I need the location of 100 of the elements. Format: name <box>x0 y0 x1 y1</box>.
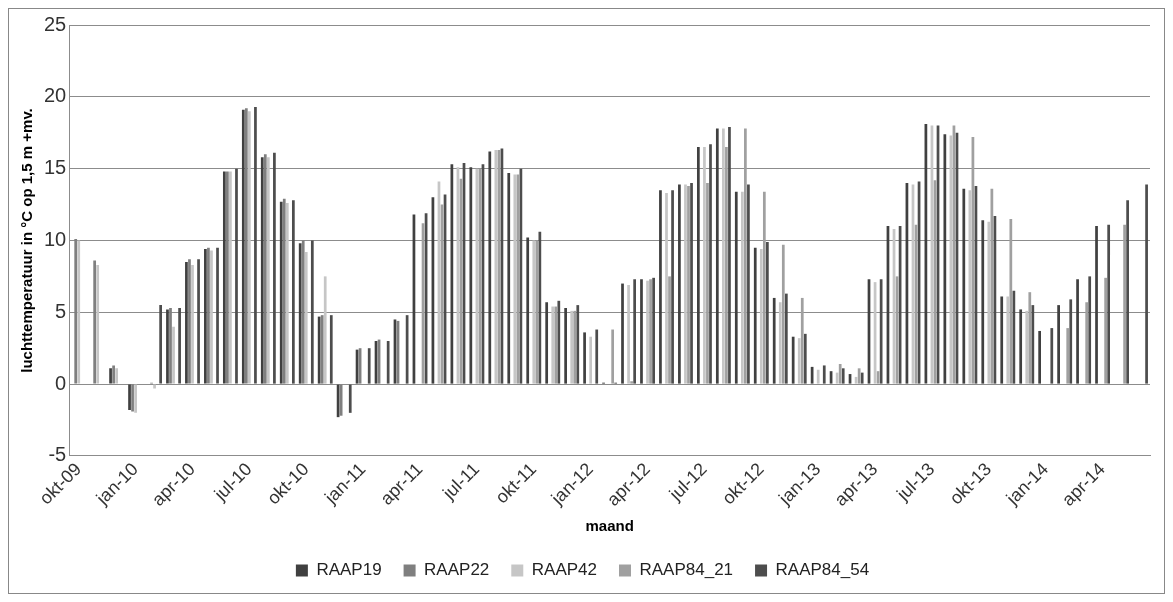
bar <box>292 200 295 384</box>
bar <box>386 341 390 384</box>
bar <box>630 381 633 384</box>
bar <box>860 372 864 384</box>
bar <box>627 285 630 384</box>
bar <box>583 332 586 384</box>
bar <box>469 167 473 384</box>
bar <box>538 231 542 384</box>
y-tick-label: 5 <box>55 299 67 322</box>
bar <box>879 279 883 384</box>
bar <box>822 365 826 384</box>
bar <box>1025 310 1029 384</box>
bar <box>943 134 947 384</box>
bar <box>740 191 744 384</box>
bar <box>659 190 662 384</box>
bar <box>803 333 807 384</box>
bar <box>1038 330 1042 384</box>
bar <box>526 237 530 384</box>
y-tick-label: 20 <box>44 84 67 107</box>
bar <box>172 326 175 384</box>
bar <box>367 348 371 384</box>
bar <box>1050 328 1054 384</box>
bar <box>323 276 327 384</box>
bar <box>715 128 719 384</box>
bar <box>576 305 580 384</box>
legend-label: RAAP84_54 <box>775 560 870 580</box>
bar <box>981 220 985 384</box>
bar <box>216 247 219 384</box>
bar <box>987 221 991 384</box>
bar <box>665 193 668 384</box>
bar <box>759 249 763 384</box>
bar <box>557 300 561 384</box>
bar <box>248 111 251 384</box>
bar <box>1066 328 1070 384</box>
legend-label: RAAP84_21 <box>639 560 734 580</box>
bar <box>1085 302 1089 384</box>
bar <box>781 244 785 384</box>
bar <box>1076 279 1079 384</box>
bar <box>696 147 700 384</box>
bar <box>1057 305 1060 384</box>
y-tick-label: 15 <box>44 156 67 179</box>
bar <box>1095 226 1098 384</box>
bar <box>1069 299 1073 384</box>
bar <box>1019 309 1023 384</box>
bar <box>329 315 333 384</box>
bar <box>254 106 257 384</box>
bar <box>962 188 966 384</box>
bar <box>1107 224 1111 384</box>
bar <box>709 144 712 384</box>
bar <box>621 283 624 384</box>
bar <box>1145 184 1148 384</box>
bar <box>816 369 820 384</box>
bar <box>640 279 643 384</box>
bar <box>1104 277 1107 384</box>
bar <box>734 191 738 384</box>
bar <box>722 128 725 384</box>
bar <box>797 338 801 384</box>
bar <box>772 297 776 384</box>
bar <box>706 183 709 384</box>
bar <box>115 368 119 384</box>
bar <box>857 368 861 384</box>
bar <box>1012 290 1016 384</box>
y-tick-label: 25 <box>44 12 67 35</box>
bar <box>835 372 839 384</box>
bar <box>703 147 706 384</box>
bar <box>671 190 674 384</box>
bar <box>744 128 747 384</box>
bar <box>678 184 681 384</box>
bar <box>285 203 289 384</box>
bar <box>595 329 599 384</box>
bar <box>545 302 549 384</box>
bar <box>235 168 238 384</box>
bar <box>800 297 804 384</box>
bar <box>159 305 162 384</box>
bar <box>191 264 194 384</box>
bar <box>1031 305 1035 384</box>
bar <box>784 293 788 384</box>
bar <box>841 368 845 384</box>
x-axis-title: maand <box>585 517 634 535</box>
bar <box>1009 218 1013 384</box>
bar <box>310 240 314 384</box>
bar <box>762 191 766 384</box>
bar <box>778 302 782 384</box>
y-axis-title: luchttemperatuur in °C op 1,5 m +mv. <box>18 108 36 373</box>
bar <box>507 172 511 384</box>
bar <box>747 184 750 384</box>
bar <box>611 329 615 384</box>
legend-label: RAAP42 <box>531 560 597 580</box>
legend-label: RAAP19 <box>316 560 382 580</box>
bar <box>633 279 637 384</box>
bar <box>1006 296 1010 384</box>
bar <box>725 147 728 384</box>
bar <box>178 307 181 384</box>
y-tick-label: 0 <box>55 371 67 394</box>
bar <box>96 264 100 384</box>
bar <box>222 171 226 384</box>
bar <box>1000 296 1004 384</box>
bar <box>348 384 352 413</box>
bar <box>728 126 731 384</box>
legend-label: RAAP22 <box>424 560 490 580</box>
